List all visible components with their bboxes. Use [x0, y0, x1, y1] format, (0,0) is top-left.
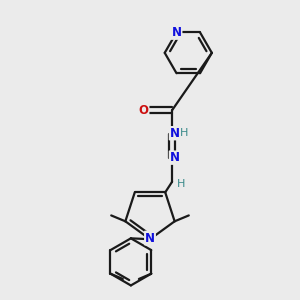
Text: H: H — [177, 179, 185, 189]
Text: O: O — [139, 104, 148, 117]
Text: N: N — [169, 127, 179, 140]
Text: N: N — [169, 151, 179, 164]
Text: N: N — [172, 26, 182, 39]
Text: N: N — [145, 232, 155, 244]
Text: H: H — [180, 128, 188, 138]
